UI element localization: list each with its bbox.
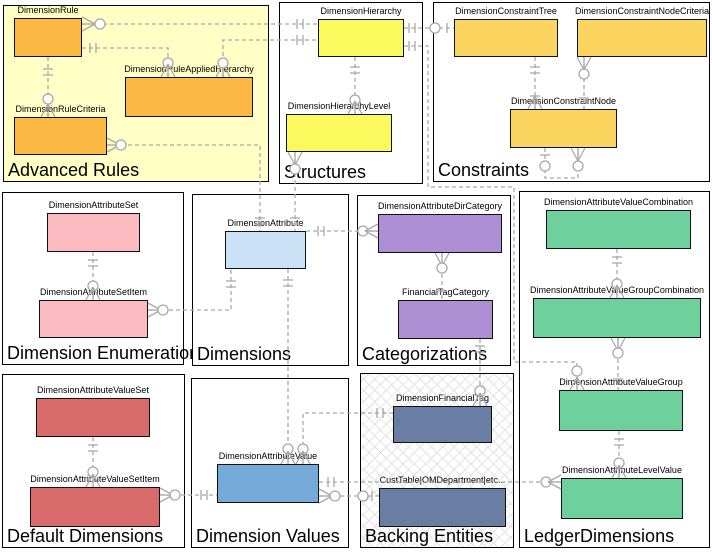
entity-box: [14, 18, 82, 57]
group-label-default-dimensions: Default Dimensions: [7, 526, 164, 546]
entity-box: [378, 214, 502, 253]
entity-box: [454, 19, 558, 57]
entity-label: DimensionRuleCriteria: [15, 104, 106, 114]
entity-label: FinancialTagCategory: [401, 287, 490, 297]
entity-label: CustTable|OMDepartment|etc...: [379, 475, 506, 485]
entity-label: DimensionAttributeValueCombination: [544, 197, 693, 207]
entity-label: DimensionAttributeValue: [218, 451, 318, 461]
entity-label: DimensionHierarchy: [320, 6, 402, 16]
entity-box: [318, 19, 404, 57]
entity-box: [217, 464, 319, 503]
entity-label: DimensionConstraintNode: [510, 96, 617, 106]
entity-label: DimensionRule: [17, 5, 79, 15]
entity-label: DimensionAttribute: [227, 218, 304, 228]
entity-box: [561, 478, 683, 519]
group-label-dimension-values: Dimension Values: [196, 526, 340, 546]
entity-label: DimensionAttributeValueGroup: [559, 377, 683, 387]
entity-box: [14, 117, 107, 155]
entity-box: [47, 213, 140, 252]
group-label-dimensions: Dimensions: [197, 344, 292, 364]
entity-label: DimensionAttributeValueGroupCombination: [530, 285, 704, 295]
group-label-categorizations: Categorizations: [362, 344, 488, 364]
entity-box: [30, 487, 160, 527]
entity-box: [533, 298, 701, 338]
entity-box: [546, 210, 691, 249]
entity-box: [559, 390, 683, 431]
entity-box: [39, 300, 148, 338]
entity-box: [379, 488, 506, 527]
group-label-constraints: Constraints: [438, 160, 530, 180]
entity-label: DimensionAttributeLevelValue: [562, 465, 682, 475]
entity-label: DimensionFinancialTag: [395, 393, 490, 403]
entity-label: DimensionAttributeValueSet: [37, 385, 149, 395]
entity-label: DimensionRuleAppliedHierarchy: [124, 64, 254, 74]
group-dimension-values: Dimension Values: [191, 378, 349, 548]
entity-label: DimensionAttributeDirCategory: [377, 201, 503, 211]
entity-label: DimensionConstraintNodeCriteria: [574, 6, 710, 16]
entity-box: [577, 19, 707, 57]
group-label-ledger-dimensions: LedgerDimensions: [524, 526, 675, 546]
entity-label: DimensionConstraintTree: [455, 6, 557, 16]
entity-box: [125, 77, 253, 117]
entity-label: DimensionAttributeValueSetItem: [30, 474, 160, 484]
entity-box: [225, 231, 306, 269]
entity-box: [398, 300, 493, 339]
entity-box: [510, 109, 617, 148]
entity-label: DimensionAttributeSetItem: [39, 287, 148, 297]
entity-label: DimensionAttributeSet: [48, 200, 139, 210]
group-label-structures: Structures: [284, 162, 367, 182]
entity-box: [393, 406, 492, 443]
entity-label: DimensionHierarchyLevel: [287, 101, 391, 111]
group-label-dimension-enumerations: Dimension Enumerations: [7, 343, 209, 363]
group-label-advanced-rules: Advanced Rules: [8, 160, 140, 180]
group-label-backing-entities: Backing Entities: [365, 526, 494, 546]
entity-box: [286, 114, 392, 152]
entity-box: [36, 398, 150, 437]
